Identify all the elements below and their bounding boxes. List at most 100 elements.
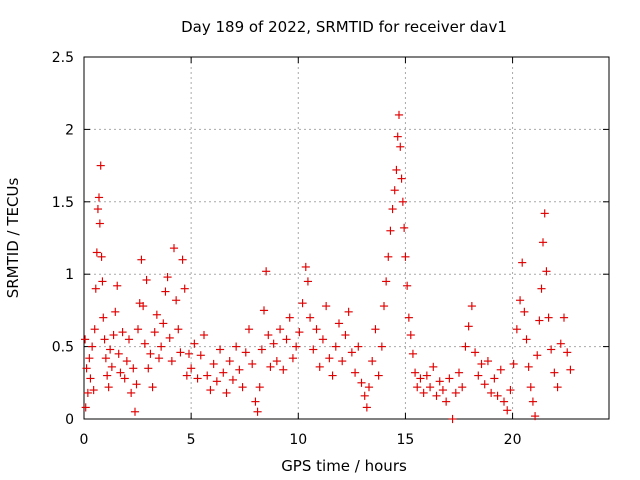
x-tick-label: 20 [504,432,522,448]
data-point [563,348,572,357]
data-point [244,325,254,334]
data-point [538,238,548,247]
data-point [429,362,438,371]
data-point [103,371,112,380]
data-point [413,383,422,392]
data-point [461,342,470,351]
data-point [362,403,371,412]
data-point [251,397,260,406]
data-point [483,357,493,366]
data-point [328,371,337,380]
data-point [533,351,542,360]
data-point [364,383,374,392]
data-point [150,328,159,337]
data-point [89,385,98,395]
data-point [81,403,90,412]
data-point [222,388,231,398]
data-point [99,313,108,322]
data-point [350,368,360,377]
y-tick-label: 2.5 [52,50,74,66]
data-point [174,325,183,334]
data-point [122,357,131,366]
data-points [80,110,575,424]
data-point [404,313,413,322]
data-point [219,368,228,377]
data-point [338,357,347,366]
data-point [285,313,294,322]
data-point [394,110,404,119]
data-point [526,383,535,392]
data-point [118,328,127,337]
data-point [379,301,389,311]
data-point [253,407,262,416]
data-point [187,364,196,373]
data-point [503,406,512,415]
data-point [518,258,527,267]
data-point [154,354,164,363]
data-point [139,301,148,311]
data-point [107,362,116,371]
data-point [301,262,310,272]
data-point [269,339,278,348]
data-point [544,313,553,322]
data-point [238,383,247,392]
data-point [92,248,101,257]
data-point [388,204,397,214]
data-point [98,277,107,286]
data-point [97,252,106,261]
data-point [113,281,122,290]
data-point [111,307,120,316]
data-point [390,186,399,195]
data-point [120,374,129,383]
data-point [142,275,151,285]
data-point [94,193,104,202]
data-point [95,219,104,228]
data-point [167,357,176,366]
data-point [550,368,559,377]
data-point [435,377,444,386]
data-point [496,365,505,374]
data-point [193,374,202,383]
data-point [90,325,99,334]
data-point [347,348,356,357]
data-point [88,342,97,351]
data-point [553,383,562,392]
data-point [535,316,544,325]
data-point [225,357,234,366]
data-point [93,204,103,214]
data-point [288,354,298,363]
data-point [176,348,185,357]
data-point [445,374,454,383]
data-point [148,383,157,392]
data-point [109,330,118,340]
data-point [368,357,377,366]
data-point [124,335,134,344]
data-point [272,357,281,366]
data-point [396,142,405,151]
data-point [325,354,334,363]
data-point [487,388,496,398]
data-point [292,342,301,351]
y-tick-label: 0 [65,412,74,428]
data-point [184,349,194,358]
data-point [132,380,141,389]
data-point [458,383,467,392]
data-point [528,397,538,406]
data-point [506,385,515,395]
data-point [410,368,420,377]
data-point [101,354,110,363]
data-point [419,388,428,398]
data-point [182,371,191,380]
data-point [178,255,187,264]
data-point [547,345,556,354]
data-point [190,339,199,348]
axis-tick-labels: 0 5 10 15 20 0 0.5 1 1.5 2 2.5 [52,50,522,448]
data-point [264,330,273,340]
data-point [493,391,502,400]
data-point [371,325,380,334]
data-point [354,342,363,351]
data-point [212,377,221,386]
data-point [215,345,225,354]
data-point [442,397,451,406]
